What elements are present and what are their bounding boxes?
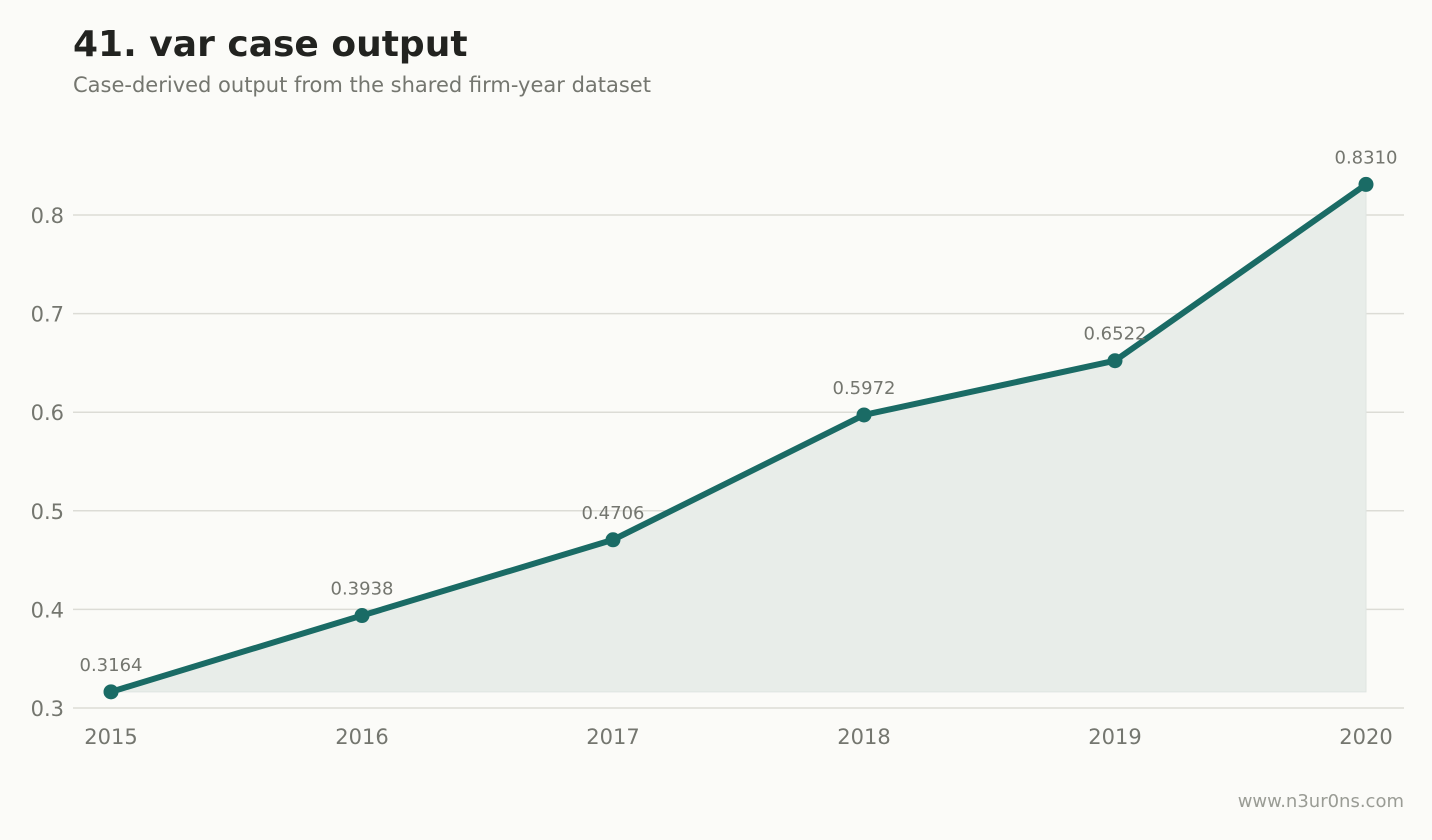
- data-point-2017: [605, 532, 621, 548]
- data-point-2018: [856, 407, 872, 423]
- data-label-2017: 0.4706: [582, 503, 645, 524]
- watermark: www.n3ur0ns.com: [1237, 791, 1404, 812]
- y-axis: 0.3 0.4 0.5 0.6 0.7 0.8: [31, 204, 64, 721]
- y-tick-label: 0.3: [31, 697, 64, 721]
- series-line: [108, 181, 1369, 695]
- data-point-2020: [1358, 176, 1374, 192]
- data-point-2015: [103, 684, 119, 700]
- data-label-2020: 0.8310: [1335, 147, 1398, 168]
- x-tick-label-2020: 2020: [1339, 725, 1392, 749]
- y-tick-label: 0.8: [31, 204, 64, 228]
- x-axis: 2015 2016 2017 2018 2019 2020: [84, 725, 1392, 749]
- data-points: [103, 176, 1374, 700]
- y-tick-label: 0.7: [31, 303, 64, 327]
- x-tick-label-2017: 2017: [586, 725, 639, 749]
- x-tick-label-2015: 2015: [84, 725, 137, 749]
- data-point-2019: [1107, 353, 1123, 369]
- data-labels: 0.3164 0.3938 0.4706 0.5972 0.6522 0.8310: [80, 147, 1398, 675]
- chart-title: 41. var case output: [73, 24, 468, 65]
- series-line-path: [108, 181, 1369, 695]
- y-tick-label: 0.4: [31, 598, 64, 622]
- chart-subtitle: Case-derived output from the shared firm…: [73, 73, 651, 97]
- y-tick-label: 0.6: [31, 401, 64, 425]
- data-label-2019: 0.6522: [1084, 324, 1147, 345]
- data-label-2015: 0.3164: [80, 655, 143, 676]
- x-tick-label-2018: 2018: [837, 725, 890, 749]
- data-label-2018: 0.5972: [833, 378, 896, 399]
- x-tick-label-2016: 2016: [335, 725, 388, 749]
- data-point-2016: [354, 608, 370, 624]
- x-tick-label-2019: 2019: [1088, 725, 1141, 749]
- area-fill: [110, 183, 1367, 693]
- y-tick-label: 0.5: [31, 500, 64, 524]
- data-label-2016: 0.3938: [331, 579, 394, 600]
- area-fill-path: [110, 183, 1367, 693]
